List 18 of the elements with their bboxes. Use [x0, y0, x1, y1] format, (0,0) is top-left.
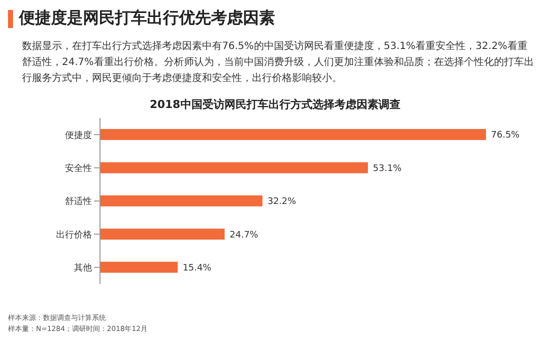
- bar: [100, 129, 486, 140]
- y-tick-label: 其他: [74, 262, 92, 274]
- chart-subtitle: 数据显示，在打车出行方式选择考虑因素中有76.5%的中国受访网民看重便捷度，53.1%看重安全性，32.2%看重舒适性，24.7%看重出行价格。分析师认为，当前中国消费升级，人们更加注重体验和品质；在选择个性化的打车出行服务方式中，网民更倾向于考虑便捷度和安全性，出行价格影响较小。: [22, 40, 534, 86]
- y-tick-label: 舒适性: [65, 196, 92, 208]
- data-label: 53.1%: [372, 164, 402, 174]
- x-axis-title: 2018中国受访网民打车出行方式选择考虑因素调查: [148, 97, 402, 112]
- chart-title: 便捷度是网民打车出行优先考虑因素: [19, 8, 275, 29]
- y-tick-label: 安全性: [65, 162, 92, 174]
- data-label: 76.5%: [491, 130, 520, 141]
- y-tick-label: 出行价格: [56, 229, 92, 240]
- bar: [100, 262, 178, 273]
- bar: [100, 195, 262, 206]
- bar: [100, 162, 368, 174]
- data-label: 15.4%: [182, 263, 212, 274]
- data-label: 32.2%: [267, 197, 297, 208]
- bar: [100, 228, 225, 240]
- data-label: 24.7%: [230, 230, 259, 240]
- y-tick-label: 便捷度: [65, 130, 92, 141]
